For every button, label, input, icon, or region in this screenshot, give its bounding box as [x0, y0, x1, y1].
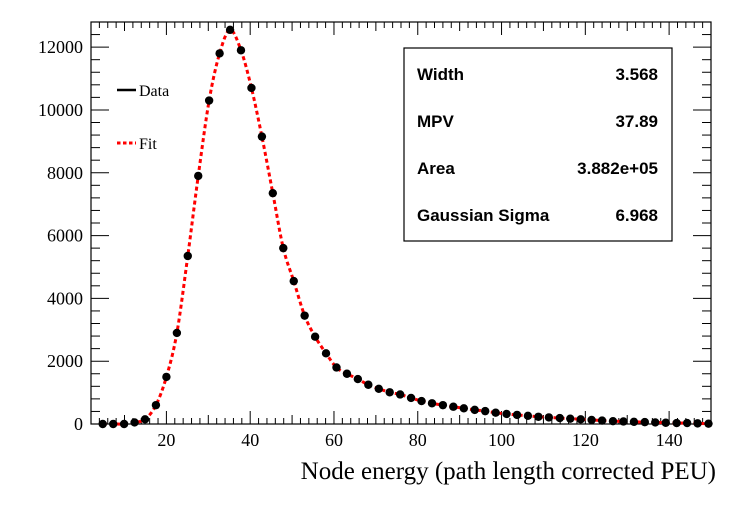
data-point	[481, 406, 490, 416]
x-tick-label: 20	[157, 430, 175, 450]
data-point	[470, 405, 479, 415]
data-point	[300, 311, 309, 320]
legend-data-label: Data	[139, 83, 169, 100]
stats-width-label: Width	[417, 65, 464, 84]
y-tick-label: 2000	[47, 351, 83, 371]
axis-ticks	[90, 21, 712, 425]
data-point	[576, 415, 585, 424]
data-point	[151, 400, 161, 410]
data-point	[268, 188, 278, 198]
data-point	[449, 402, 458, 411]
stats-sigma-label: Gaussian Sigma	[417, 206, 550, 225]
stats-area-label: Area	[417, 159, 455, 178]
data-point	[704, 419, 713, 428]
data-point	[629, 417, 639, 427]
data-point	[332, 363, 341, 372]
y-tick-label: 6000	[47, 226, 83, 246]
stats-mpv-value: 37.89	[615, 112, 658, 131]
data-point	[374, 384, 383, 394]
data-point	[534, 412, 543, 421]
data-point	[491, 408, 500, 417]
data-point	[289, 276, 298, 286]
stats-width-value: 3.568	[615, 65, 658, 84]
data-point	[502, 409, 511, 419]
x-axis-label: Node energy (path length corrected PEU)	[301, 458, 716, 485]
x-tick-labels: 20 40 60 80 100 120 140	[157, 430, 682, 450]
data-point	[310, 332, 320, 341]
data-point	[130, 418, 139, 427]
data-point	[417, 396, 426, 406]
data-point	[162, 372, 171, 382]
data-points	[98, 25, 713, 429]
x-tick-label: 100	[488, 430, 515, 450]
y-tick-label: 8000	[47, 163, 83, 183]
data-point	[661, 418, 670, 427]
stats-box: Width 3.568 MPV 37.89 Area 3.882e+05 Gau…	[403, 47, 673, 242]
data-point	[395, 390, 405, 399]
data-point	[236, 46, 246, 55]
data-point	[98, 419, 107, 429]
data-point	[247, 83, 256, 93]
data-point	[194, 171, 203, 181]
y-tick-label: 0	[74, 414, 83, 434]
data-point	[459, 404, 469, 413]
data-point	[651, 418, 660, 427]
data-point	[555, 413, 564, 423]
x-tick-label: 140	[656, 430, 683, 450]
data-point	[183, 251, 192, 261]
x-tick-label: 60	[325, 430, 343, 450]
data-point	[512, 410, 522, 420]
x-tick-label: 120	[572, 430, 599, 450]
data-point	[279, 243, 288, 253]
stats-area-value: 3.882e+05	[577, 159, 658, 178]
y-tick-labels: 0 2000 4000 6000 8000 10000 12000	[38, 37, 83, 434]
data-point	[353, 374, 363, 384]
data-point	[682, 418, 692, 428]
x-tick-label: 40	[241, 430, 259, 450]
data-point	[257, 132, 267, 141]
data-point	[385, 388, 394, 397]
data-point	[406, 393, 416, 403]
data-point	[693, 419, 702, 428]
legend: Data Fit	[117, 83, 169, 153]
data-point	[321, 349, 331, 358]
data-point	[427, 399, 437, 408]
data-point	[172, 328, 182, 338]
data-point	[140, 415, 150, 424]
data-point	[438, 400, 448, 410]
data-point	[672, 418, 681, 428]
data-point	[109, 419, 118, 429]
data-point	[225, 25, 235, 35]
y-tick-label: 12000	[38, 37, 83, 57]
stats-mpv-label: MPV	[417, 112, 455, 131]
data-point	[566, 414, 575, 423]
data-point	[204, 96, 214, 105]
y-tick-label: 4000	[47, 288, 83, 308]
data-point	[587, 415, 596, 425]
data-point	[364, 380, 373, 389]
data-point	[215, 49, 224, 58]
data-point	[523, 411, 533, 421]
y-tick-label: 10000	[38, 100, 83, 120]
data-point	[608, 416, 618, 426]
stats-box-frame	[403, 47, 673, 242]
data-point	[119, 419, 129, 429]
data-point	[619, 417, 628, 426]
x-tick-label: 80	[409, 430, 427, 450]
data-point	[597, 416, 607, 425]
stats-sigma-value: 6.968	[615, 206, 658, 225]
data-point	[640, 417, 650, 427]
data-point	[342, 369, 352, 378]
legend-fit-label: Fit	[139, 136, 157, 153]
data-point	[544, 413, 554, 422]
